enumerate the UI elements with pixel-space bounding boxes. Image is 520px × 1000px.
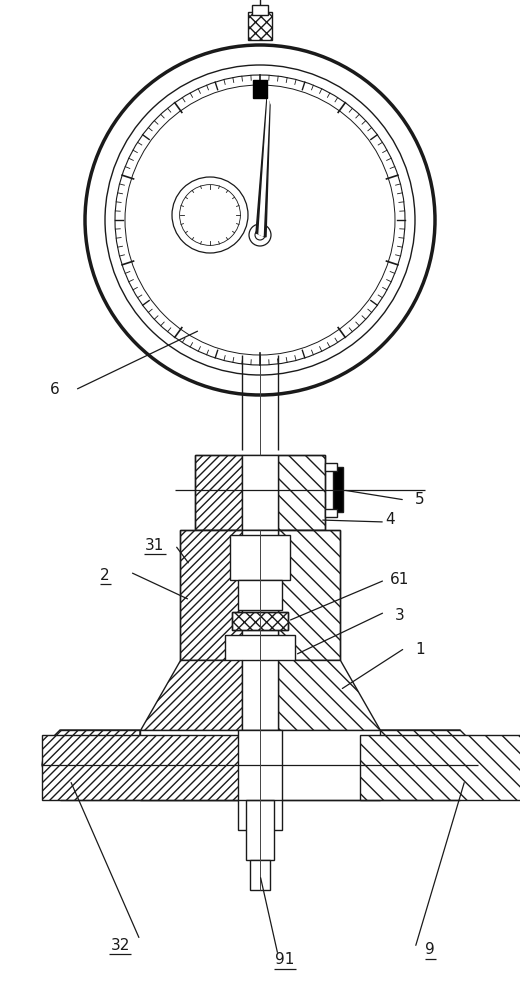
Text: 3: 3 <box>395 607 405 622</box>
Bar <box>140 730 380 800</box>
Text: 9: 9 <box>425 942 435 958</box>
Polygon shape <box>259 98 269 236</box>
Bar <box>248 12 272 40</box>
Bar <box>242 455 278 530</box>
Text: 61: 61 <box>391 572 410 587</box>
Circle shape <box>249 224 271 246</box>
Text: 2: 2 <box>100 568 110 582</box>
Circle shape <box>115 75 405 365</box>
Bar <box>242 660 278 730</box>
Bar <box>232 612 288 630</box>
Bar <box>252 5 268 15</box>
Bar <box>242 530 278 660</box>
Polygon shape <box>256 97 270 237</box>
Text: 1: 1 <box>415 643 425 658</box>
Polygon shape <box>140 660 242 730</box>
Circle shape <box>255 230 265 240</box>
Text: 4: 4 <box>385 512 395 528</box>
Text: 5: 5 <box>415 492 425 508</box>
Polygon shape <box>380 730 478 800</box>
Text: 6: 6 <box>50 382 60 397</box>
Bar <box>238 730 282 830</box>
Bar <box>246 800 274 860</box>
Text: 91: 91 <box>275 952 295 968</box>
Circle shape <box>125 85 395 355</box>
Polygon shape <box>42 730 140 800</box>
Circle shape <box>172 177 248 253</box>
Bar <box>195 455 325 530</box>
Circle shape <box>85 45 435 395</box>
Circle shape <box>105 65 415 375</box>
Bar <box>248 675 272 710</box>
Bar <box>195 455 242 530</box>
Bar <box>360 735 520 800</box>
Bar <box>250 860 270 890</box>
Bar <box>278 530 340 660</box>
Bar <box>325 509 337 517</box>
Bar <box>180 530 242 660</box>
Bar <box>232 612 288 630</box>
Bar <box>230 535 290 580</box>
Bar <box>278 455 325 530</box>
Bar <box>180 530 340 660</box>
Bar <box>325 463 337 471</box>
Bar <box>238 580 282 610</box>
Bar <box>225 635 295 675</box>
Text: 31: 31 <box>145 538 165 552</box>
Polygon shape <box>278 660 380 730</box>
Bar <box>42 735 262 800</box>
Bar <box>253 80 267 98</box>
Circle shape <box>179 185 240 245</box>
Bar <box>333 467 343 512</box>
Text: 32: 32 <box>110 938 129 952</box>
